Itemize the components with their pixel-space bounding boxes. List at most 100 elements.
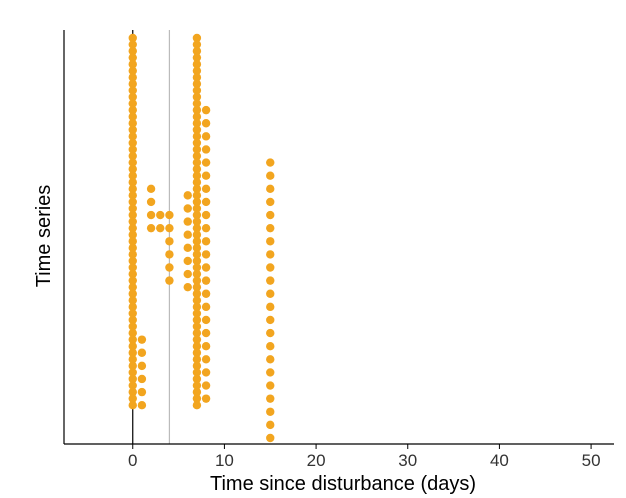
data-point <box>192 66 202 75</box>
data-points <box>128 33 275 443</box>
data-point <box>192 46 202 56</box>
data-point <box>183 282 192 292</box>
data-point <box>192 217 202 226</box>
data-point <box>146 223 156 233</box>
data-point <box>266 158 275 167</box>
data-point <box>266 223 275 233</box>
data-point <box>192 230 202 239</box>
data-point <box>192 191 202 200</box>
data-point <box>183 256 192 266</box>
data-point <box>266 381 275 390</box>
data-point <box>128 204 137 213</box>
data-point <box>137 361 147 371</box>
data-point <box>192 341 202 351</box>
data-point <box>266 210 275 220</box>
data-point <box>201 184 211 194</box>
axes <box>63 30 614 445</box>
data-point <box>192 132 202 141</box>
data-point <box>266 315 275 325</box>
data-point <box>128 79 137 89</box>
data-point <box>128 237 137 246</box>
y-axis-label: Time series <box>33 185 55 288</box>
data-point <box>128 282 137 292</box>
data-point <box>128 263 137 272</box>
data-point <box>128 223 137 233</box>
data-point <box>192 381 202 390</box>
data-point <box>192 401 202 410</box>
data-point <box>192 269 202 279</box>
data-point <box>192 322 202 331</box>
data-point <box>165 210 174 220</box>
data-point <box>128 125 137 135</box>
data-point <box>266 433 275 443</box>
data-point <box>192 237 202 246</box>
data-point <box>192 394 202 403</box>
data-point <box>192 60 202 69</box>
data-point <box>192 374 202 384</box>
data-point <box>128 348 137 357</box>
data-point <box>201 145 211 154</box>
data-point <box>146 197 156 207</box>
x-tick-label: 20 <box>307 451 326 470</box>
data-point <box>192 309 202 318</box>
data-point <box>192 361 202 371</box>
data-point <box>137 348 147 357</box>
data-point <box>201 250 211 259</box>
data-point <box>201 263 211 272</box>
data-point <box>201 276 211 285</box>
data-point <box>201 210 211 220</box>
data-point <box>192 178 202 187</box>
data-point <box>128 158 137 167</box>
data-point <box>128 401 137 410</box>
data-point <box>165 250 174 259</box>
data-point <box>128 387 137 397</box>
data-point <box>192 151 202 161</box>
data-point <box>192 289 202 298</box>
data-point <box>128 210 137 220</box>
data-point <box>128 33 137 43</box>
data-point <box>165 276 174 285</box>
data-point <box>266 420 275 430</box>
data-point <box>128 302 137 312</box>
data-point <box>183 217 192 226</box>
x-tick-label: 40 <box>490 451 509 470</box>
data-point <box>137 335 147 344</box>
data-point <box>128 394 137 403</box>
data-point <box>128 322 137 331</box>
data-point <box>192 86 202 95</box>
data-point <box>266 276 275 285</box>
data-point <box>192 79 202 89</box>
data-point <box>137 387 147 397</box>
data-point <box>192 119 202 128</box>
data-point <box>128 171 137 180</box>
data-point <box>266 197 275 207</box>
data-point <box>128 119 137 128</box>
data-point <box>192 105 202 115</box>
data-point <box>128 73 137 82</box>
data-point <box>201 197 211 207</box>
data-point <box>201 158 211 167</box>
data-point <box>156 223 165 233</box>
data-point <box>128 328 137 338</box>
data-point <box>192 73 202 82</box>
data-point <box>192 99 202 108</box>
data-point <box>183 269 192 279</box>
data-point <box>128 145 137 154</box>
data-point <box>192 197 202 207</box>
x-tick-label: 0 <box>128 451 137 470</box>
data-point <box>128 164 137 174</box>
data-point <box>183 204 192 213</box>
data-point <box>201 289 211 298</box>
data-point <box>128 315 137 325</box>
data-point <box>128 355 137 364</box>
data-point <box>266 250 275 259</box>
x-axis-label: Time since disturbance (days) <box>210 473 476 495</box>
data-point <box>128 105 137 115</box>
data-point <box>192 296 202 305</box>
data-point <box>192 145 202 154</box>
data-point <box>192 282 202 292</box>
data-point <box>192 171 202 180</box>
data-point <box>128 309 137 318</box>
data-point <box>192 33 202 43</box>
